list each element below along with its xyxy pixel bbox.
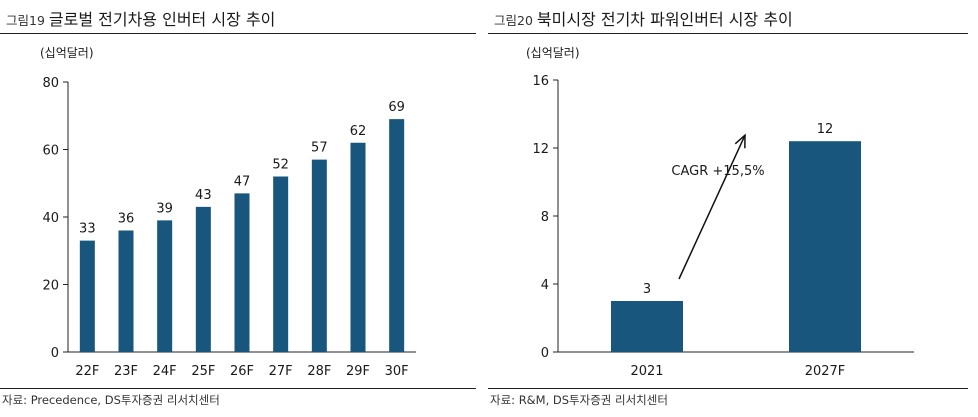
left-x-tick-label-8: 30F [385,364,409,379]
left-x-tick-label-3: 25F [191,364,215,379]
left-bottom-divider [0,388,476,389]
left-x-tick-label-2: 24F [153,364,177,379]
left-y-tick-label-0: 0 [51,346,59,361]
left-x-tick-label-0: 22F [75,364,99,379]
left-x-tick-label-5: 27F [269,364,293,379]
left-data-label-6: 57 [311,141,328,156]
left-figure-title-text: 글로벌 전기차용 인버터 시장 추이 [48,10,276,29]
left-bar-3 [195,206,211,352]
right-bar-1 [789,141,861,352]
right-figure-number: 그림20 [494,13,533,28]
left-data-label-0: 33 [79,222,96,237]
left-x-tick-label-4: 26F [230,364,254,379]
right-figure-title-text: 북미시장 전기차 파워인버터 시장 추이 [536,10,793,29]
left-figure-title: 그림19 글로벌 전기차용 인버터 시장 추이 [6,6,275,30]
right-unit-label: (십억달러) [526,46,580,60]
left-bar-5 [273,176,289,352]
right-y-tick-label-4: 16 [532,74,549,89]
left-bar-6 [311,159,327,352]
right-y-tick-label-2: 8 [541,210,549,225]
left-data-label-3: 43 [195,188,212,203]
right-cagr-annotation: CAGR +15,5% [671,164,764,179]
left-title-divider [0,33,476,34]
left-data-label-8: 69 [388,100,405,115]
left-y-tick-label-2: 40 [42,211,59,226]
left-bar-4 [234,193,250,352]
right-y-tick-label-1: 4 [541,278,549,293]
right-data-label-0: 3 [643,282,651,297]
right-source-note: 자료: R&M, DS투자증권 리서치센터 [490,393,668,407]
left-x-tick-label-7: 29F [346,364,370,379]
right-cagr-arrow-head [734,133,746,149]
left-bar-chart: (십억달러) 0 20 40 60 80 33 22F 36 23F 39 24F 43 25F 47 26F… [40,46,416,379]
left-data-label-5: 52 [272,158,289,173]
left-source-note: 자료: Precedence, DS투자증권 리서치센터 [2,393,220,407]
left-y-tick-label-4: 80 [42,76,59,91]
right-figure-title: 그림20 북미시장 전기차 파워인버터 시장 추이 [494,6,793,30]
right-data-label-1: 12 [817,122,834,137]
left-unit-label: (십억달러) [40,46,94,60]
left-y-tick-label-1: 20 [42,279,59,294]
right-x-tick-label-0: 2021 [630,364,663,379]
right-x-tick-label-1: 2027F [805,364,846,379]
left-y-tick-label-3: 60 [42,144,59,159]
right-y-tick-label-3: 12 [532,142,549,157]
left-data-label-1: 36 [118,212,135,227]
left-bar-2 [157,220,173,352]
right-y-tick-label-0: 0 [541,346,549,361]
left-figure-panel: 그림19 글로벌 전기차용 인버터 시장 추이 (십억달러) 0 20 40 60 80 33… [0,0,476,417]
left-data-label-4: 47 [234,174,251,189]
right-cagr-arrow-line [678,134,746,280]
left-figure-number: 그림19 [6,13,45,28]
left-data-label-2: 39 [156,201,173,216]
right-figure-panel: 그림20 북미시장 전기차 파워인버터 시장 추이 (십억달러) 0 4 8 12 16 3 2… [488,0,968,417]
right-bottom-divider [488,388,968,389]
left-bar-0 [79,240,95,352]
left-x-tick-label-6: 28F [307,364,331,379]
left-x-tick-label-1: 23F [114,364,138,379]
left-bar-7 [350,142,366,352]
right-bar-chart: (십억달러) 0 4 8 12 16 3 2021 12 2027F CAGR +15,5% [526,46,914,379]
left-data-label-7: 62 [350,124,367,139]
left-bar-8 [389,119,405,352]
left-bar-1 [118,230,134,352]
right-title-divider [488,33,968,34]
right-bar-0 [611,301,683,352]
